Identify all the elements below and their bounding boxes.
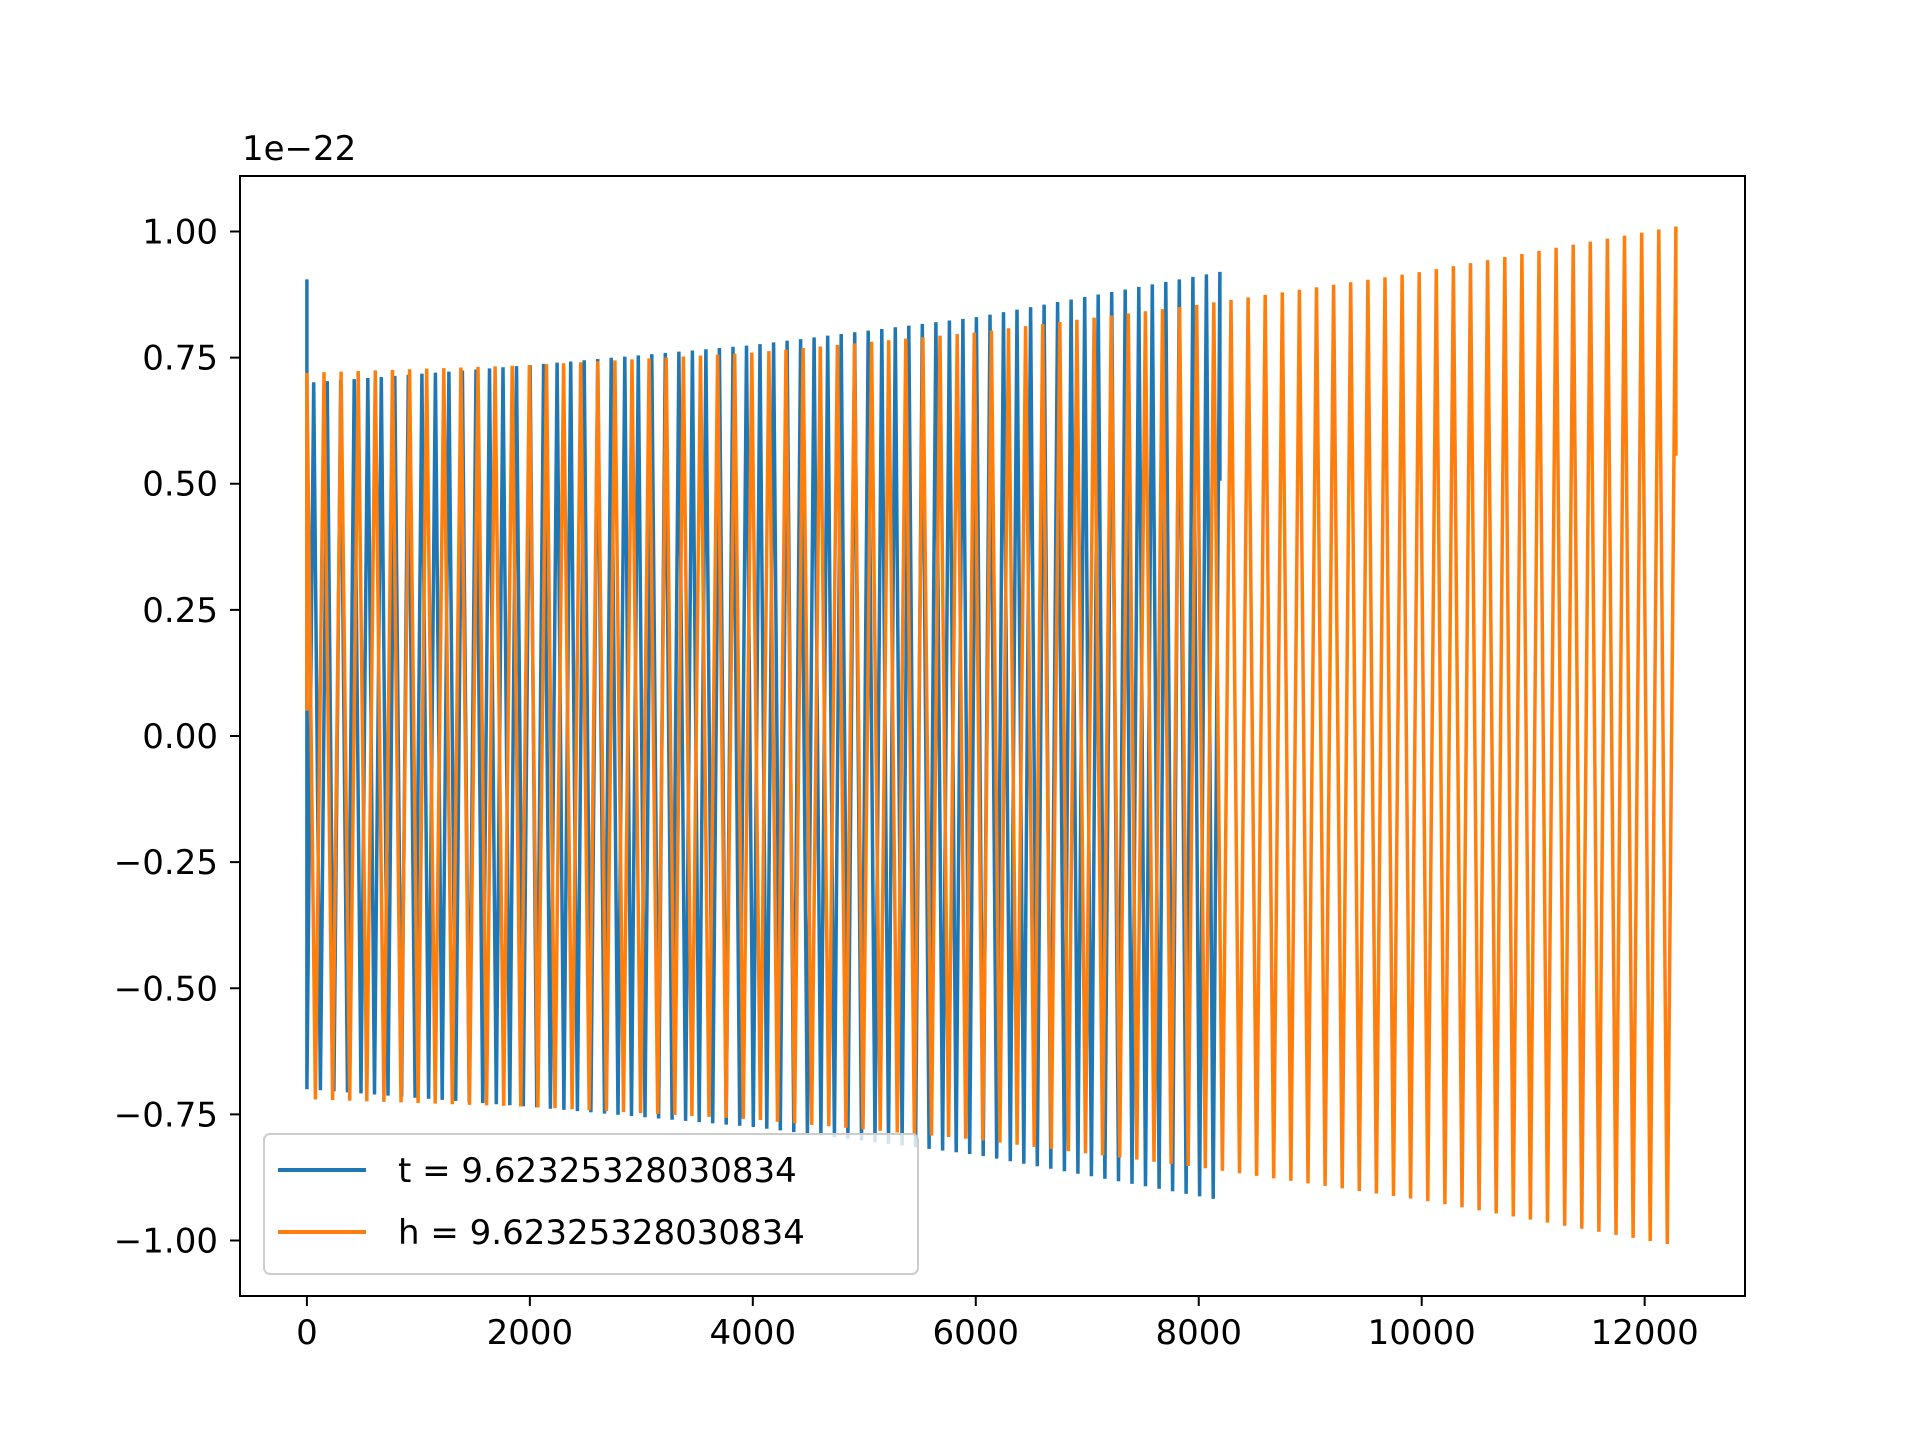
y-axis: 1.00 0.75 0.50 0.25 0.00 −0.25 −0.50 −0.75 −1.00	[114, 212, 240, 1262]
x-tick-label: 2000	[487, 1313, 574, 1353]
y-tick-label: −0.25	[114, 843, 218, 883]
y-tick-label: −0.50	[114, 969, 218, 1009]
x-axis: 0 2000 4000 6000 8000 10000 12000	[296, 1296, 1699, 1353]
y-tick-label: 0.50	[142, 465, 218, 505]
x-tick-label: 12000	[1591, 1313, 1699, 1353]
y-tick-label: 0.25	[142, 591, 218, 631]
legend-label-t: t = 9.62325328030834	[398, 1151, 797, 1191]
x-tick-label: 4000	[710, 1313, 797, 1353]
y-offset-text: 1e−22	[242, 129, 356, 169]
legend-box	[263, 1133, 919, 1275]
legend-label-h: h = 9.62325328030834	[398, 1213, 805, 1253]
x-tick-label: 0	[296, 1313, 318, 1353]
series-layer	[305, 226, 1678, 1245]
y-tick-label: −0.75	[114, 1095, 218, 1135]
y-tick-label: 1.00	[142, 212, 218, 252]
y-tick-label: 0.00	[142, 717, 218, 757]
y-tick-label: −1.00	[114, 1222, 218, 1262]
y-tick-label: 0.75	[142, 339, 218, 379]
x-tick-label: 10000	[1368, 1313, 1476, 1353]
x-tick-label: 6000	[933, 1313, 1020, 1353]
x-tick-label: 8000	[1155, 1313, 1242, 1353]
legend: t = 9.62325328030834 h = 9.6232532803083…	[263, 1133, 919, 1275]
series-line-1	[305, 226, 1678, 1245]
